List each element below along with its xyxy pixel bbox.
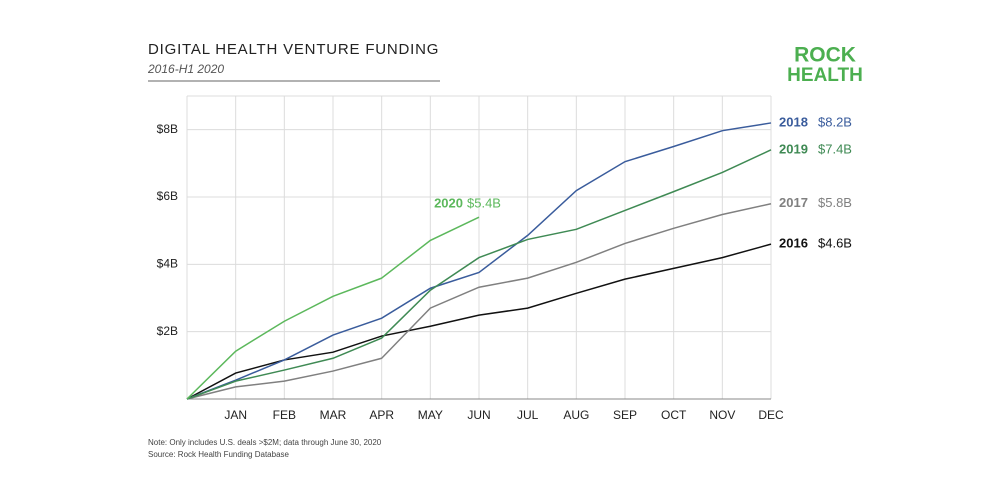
x-tick-label: OCT (661, 408, 687, 422)
legend-label: 2018 (779, 114, 808, 129)
x-tick-label: MAR (320, 408, 347, 422)
y-tick-label: $6B (157, 189, 178, 203)
value-label: $5.8B (818, 195, 852, 210)
chart-subtitle: 2016-H1 2020 (147, 62, 224, 76)
value-label: $8.2B (818, 114, 852, 129)
value-label: $7.4B (818, 141, 852, 156)
x-tick-label: DEC (758, 408, 784, 422)
x-tick-label: NOV (709, 408, 735, 422)
value-label: $5.4B (467, 196, 501, 211)
series-line (186, 149, 772, 400)
series-line (186, 203, 772, 400)
logo-line: ROCK (794, 44, 856, 67)
x-tick-label: MAY (418, 408, 443, 422)
chart-title: DIGITAL HEALTH VENTURE FUNDING (148, 41, 439, 58)
y-tick-label: $8B (157, 122, 178, 136)
legend-label: 2016 (779, 236, 808, 251)
logo-line: HEALTH (787, 65, 863, 86)
legend-label: 2020 (434, 196, 463, 211)
y-tick-label: $2B (157, 324, 178, 338)
series-line (186, 216, 480, 400)
x-tick-label: SEP (613, 408, 637, 422)
legend-label: 2017 (779, 195, 808, 210)
y-tick-label: $4B (157, 257, 178, 271)
note: Source: Rock Health Funding Database (148, 450, 290, 459)
x-tick-label: FEB (273, 408, 296, 422)
x-tick-label: JUN (467, 408, 490, 422)
x-tick-label: AUG (563, 408, 589, 422)
note: Note: Only includes U.S. deals >$2M; dat… (148, 438, 382, 447)
x-tick-label: JAN (224, 408, 247, 422)
value-label: $4.6B (818, 236, 852, 251)
legend-label: 2019 (779, 141, 808, 156)
x-tick-label: JUL (517, 408, 539, 422)
x-tick-label: APR (369, 408, 394, 422)
series-line (186, 122, 772, 400)
